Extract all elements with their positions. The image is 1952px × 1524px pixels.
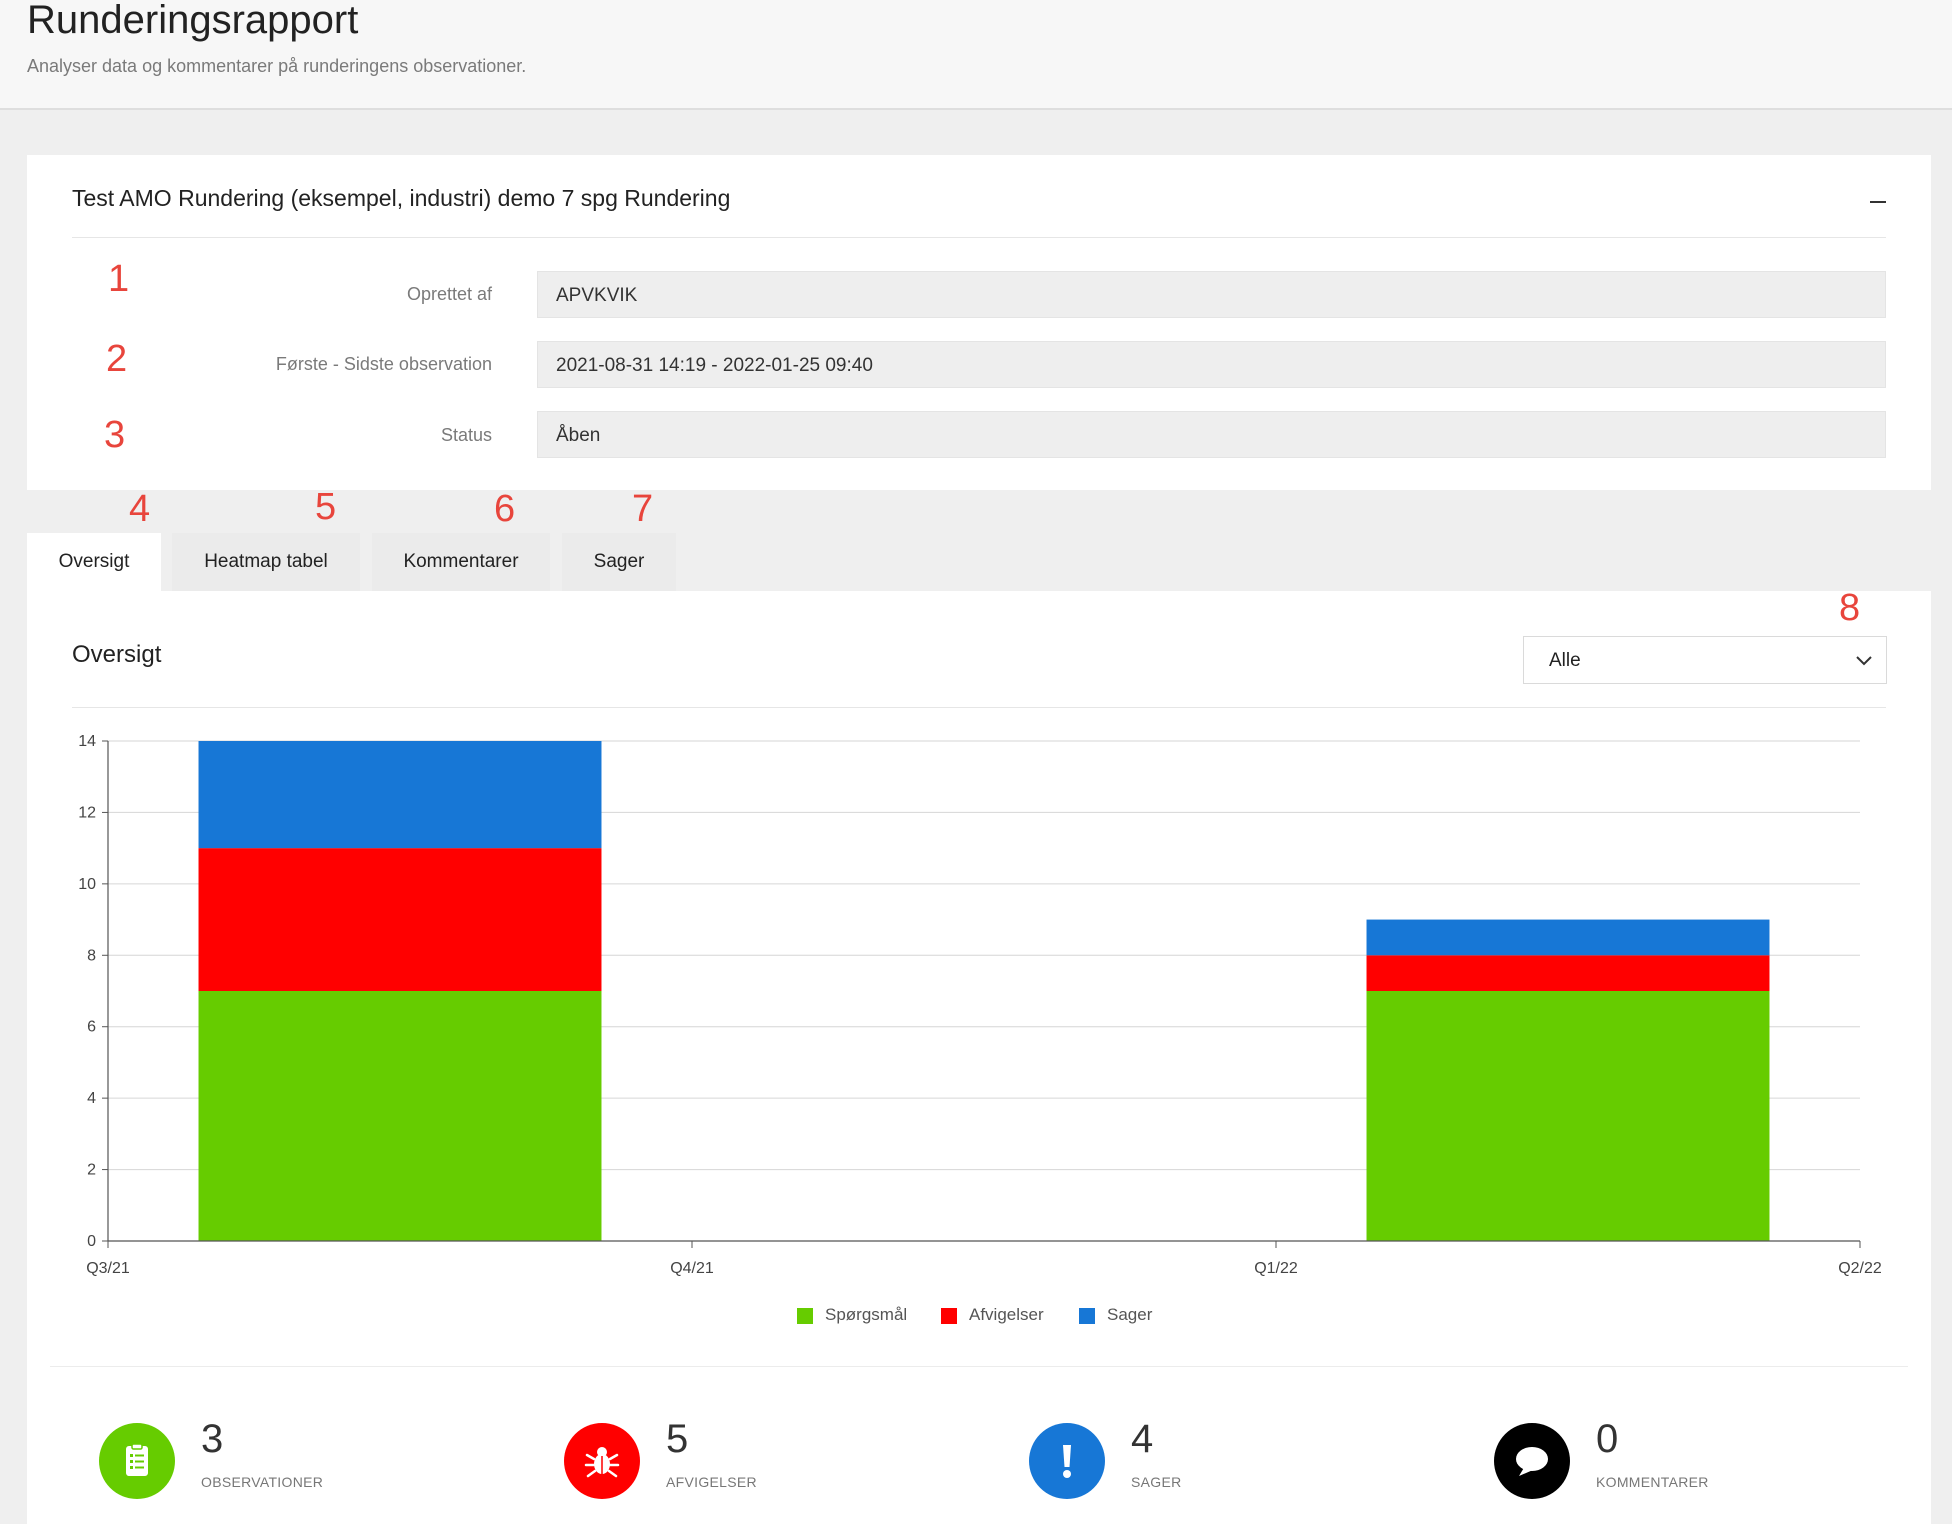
exclamation-icon xyxy=(1063,1445,1071,1478)
y-tick-label: 12 xyxy=(78,804,96,821)
annotation-marker: 5 xyxy=(315,486,337,528)
created-by-field: APVKVIK xyxy=(537,271,1886,318)
divider xyxy=(72,237,1886,238)
stat-label: SAGER xyxy=(1131,1474,1182,1490)
bar-segment xyxy=(1366,955,1770,991)
legend-swatch xyxy=(941,1308,957,1324)
annotation-marker: 3 xyxy=(104,414,126,456)
tab-kommentarer[interactable]: Kommentarer xyxy=(372,533,550,591)
y-tick-label: 8 xyxy=(87,947,96,964)
field-label-created-by: Oprettet af xyxy=(406,284,492,304)
stat-comments: 0 KOMMENTARER xyxy=(1494,1417,1914,1503)
tab-oversigt[interactable]: Oversigt xyxy=(27,533,161,593)
bar-segment xyxy=(1366,991,1770,1241)
legend-label: Afvigelser xyxy=(969,1305,1044,1324)
observation-range-value: 2021-08-31 14:19 - 2022-01-25 09:40 xyxy=(556,355,873,376)
field-label-observation-range: Første - Sidste observation xyxy=(275,354,492,374)
y-tick-label: 2 xyxy=(87,1162,96,1179)
round-info-card: Test AMO Rundering (eksempel, industri) … xyxy=(27,155,1931,490)
stat-icon-circle xyxy=(1029,1423,1105,1499)
chevron-down-icon xyxy=(1856,656,1872,666)
legend-swatch xyxy=(1079,1308,1095,1324)
stat-observations: 3 OBSERVATIONER xyxy=(99,1417,519,1503)
bug-icon xyxy=(584,1447,620,1478)
x-tick-label: Q4/21 xyxy=(670,1260,714,1277)
legend-label: Spørgsmål xyxy=(825,1305,908,1324)
page-subtitle: Analyser data og kommentarer på runderin… xyxy=(27,56,527,76)
y-tick-label: 0 xyxy=(87,1233,96,1250)
stat-label: KOMMENTARER xyxy=(1596,1474,1709,1490)
page-title: Runderingsrapport xyxy=(27,0,359,42)
x-tick-label: Q1/22 xyxy=(1254,1260,1298,1277)
divider xyxy=(50,1366,1908,1367)
stat-icon-circle xyxy=(564,1423,640,1499)
y-tick-label: 10 xyxy=(78,876,96,893)
observations-bar-chart: 0 2 4 6 8 10 12 14 Q3/21 Q4/21 Q1/22 Q2/22 xyxy=(78,733,1882,1277)
annotation-marker: 7 xyxy=(632,488,654,530)
stat-value: 3 xyxy=(201,1417,224,1461)
annotation-marker: 1 xyxy=(108,258,130,300)
comment-icon xyxy=(1516,1447,1548,1476)
stat-label: OBSERVATIONER xyxy=(201,1474,324,1490)
tab-heatmap-tabel[interactable]: Heatmap tabel xyxy=(172,533,360,591)
status-field: Åben xyxy=(537,411,1886,458)
stat-icon-circle xyxy=(99,1423,175,1499)
stat-deviations: 5 AFVIGELSER xyxy=(564,1417,984,1503)
collapse-button[interactable] xyxy=(1865,187,1891,213)
overview-panel: Oversigt 8 Alle 0 2 4 6 8 10 12 14 Q3/21 Q4/21 Q1/… xyxy=(27,587,1931,1524)
field-label-status: Status xyxy=(440,425,492,445)
bar-segment xyxy=(198,848,602,991)
y-tick-label: 6 xyxy=(87,1019,96,1036)
x-tick-label: Q3/21 xyxy=(86,1260,130,1277)
card-title: Test AMO Rundering (eksempel, industri) … xyxy=(72,185,731,211)
bar-segment xyxy=(198,741,602,849)
bar-segment xyxy=(198,991,602,1241)
page-header: Runderingsrapport Analyser data og komme… xyxy=(0,0,1952,110)
status-value: Åben xyxy=(556,425,601,446)
created-by-value: APVKVIK xyxy=(556,285,638,306)
divider xyxy=(72,707,1886,708)
stat-label: AFVIGELSER xyxy=(666,1474,757,1490)
stat-value: 5 xyxy=(666,1417,689,1461)
annotation-marker: 8 xyxy=(1839,587,1861,629)
annotation-marker: 2 xyxy=(106,338,128,380)
filter-selected-value: Alle xyxy=(1549,650,1581,671)
y-tick-label: 14 xyxy=(78,733,96,750)
x-tick-label: Q2/22 xyxy=(1838,1260,1882,1277)
tab-sager[interactable]: Sager xyxy=(562,533,676,591)
stat-cases: 4 SAGER xyxy=(1029,1417,1449,1503)
clipboard-list-icon xyxy=(126,1443,148,1476)
stat-value: 4 xyxy=(1131,1417,1154,1461)
stat-value: 0 xyxy=(1596,1417,1619,1461)
filter-select[interactable]: Alle xyxy=(1523,636,1887,684)
annotation-marker: 6 xyxy=(494,488,516,530)
section-title: Oversigt xyxy=(72,641,162,668)
legend-swatch xyxy=(797,1308,813,1324)
bar-segment xyxy=(1366,919,1770,956)
y-tick-label: 4 xyxy=(87,1090,96,1107)
observation-range-field: 2021-08-31 14:19 - 2022-01-25 09:40 xyxy=(537,341,1886,388)
legend-label: Sager xyxy=(1107,1305,1153,1324)
stat-icon-circle xyxy=(1494,1423,1570,1499)
annotation-marker: 4 xyxy=(129,488,151,530)
